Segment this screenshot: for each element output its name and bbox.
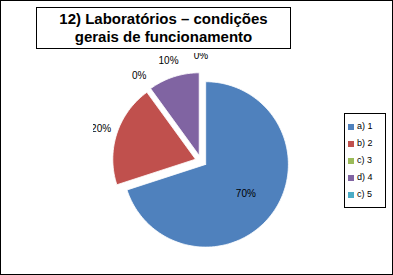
svg-text:70%: 70% — [236, 188, 256, 199]
svg-text:20%: 20% — [93, 123, 111, 134]
html-text:c) 3: c) 3 — [357, 155, 372, 165]
html-text:c) 5: c) 5 — [357, 189, 372, 199]
svg-text:0%: 0% — [194, 53, 209, 61]
svg-text:0%: 0% — [132, 70, 147, 81]
html-text:d) 4: d) 4 — [357, 172, 373, 182]
html-text:12) Laboratórios – condições g: 12) Laboratórios – condições gerais de f… — [59, 10, 268, 45]
html-text:b) 2: b) 2 — [357, 138, 373, 148]
svg-text:10%: 10% — [159, 55, 179, 66]
html-text:a) 1: a) 1 — [357, 121, 373, 131]
